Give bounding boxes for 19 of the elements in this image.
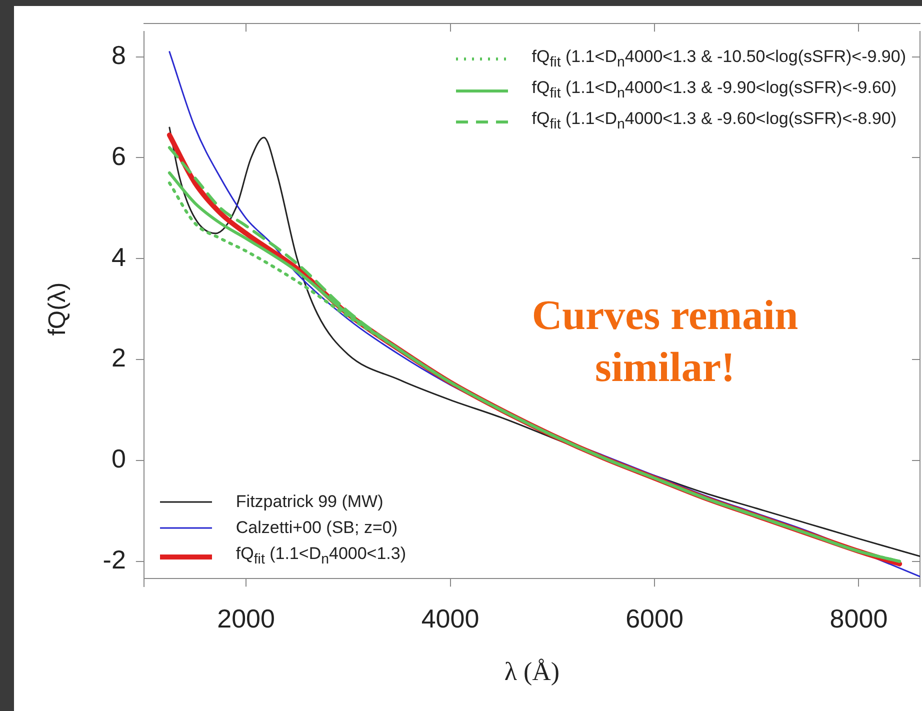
y-tick-label: 8 [111,40,126,70]
y-tick-label: 2 [111,342,126,373]
y-tick-label: 6 [111,140,126,171]
y-tick-label: -2 [102,544,126,575]
x-axis-title: λ (Å) [504,657,560,686]
legend-label: fQ$_{fit}$ (1.1<D$_{n}$4000<1.3) [236,543,406,570]
x-tick-label: 4000 [421,603,480,634]
y-axis-title: fQ(λ) [44,282,72,336]
x-tick-label: 8000 [830,603,888,634]
x-tick-label: 2000 [217,603,275,634]
x-tick-label: 6000 [626,603,684,634]
legend-label: fQ$_{fit}$ (1.1<D$_{n}$4000<1.3 & -9.90<log(sSFR)<-9.60) [532,76,897,104]
legend-label: fQ$_{fit}$ (1.1<D$_{n}$4000<1.3 & -9.60<log(sSFR)<-8.90) [532,108,897,135]
annotation: Curves remain similar! [530,292,800,393]
legend-label: Calzetti+00 (SB; z=0) [236,517,398,540]
y-tick-label: 0 [111,444,126,474]
legend-label: Fitzpatrick 99 (MW) [236,491,384,514]
legend-label: fQ$_{fit}$ (1.1<D$_{n}$4000<1.3 & -10.50<log(sSFR)<-9.90) [532,46,906,72]
y-tick-label: 4 [111,242,126,272]
